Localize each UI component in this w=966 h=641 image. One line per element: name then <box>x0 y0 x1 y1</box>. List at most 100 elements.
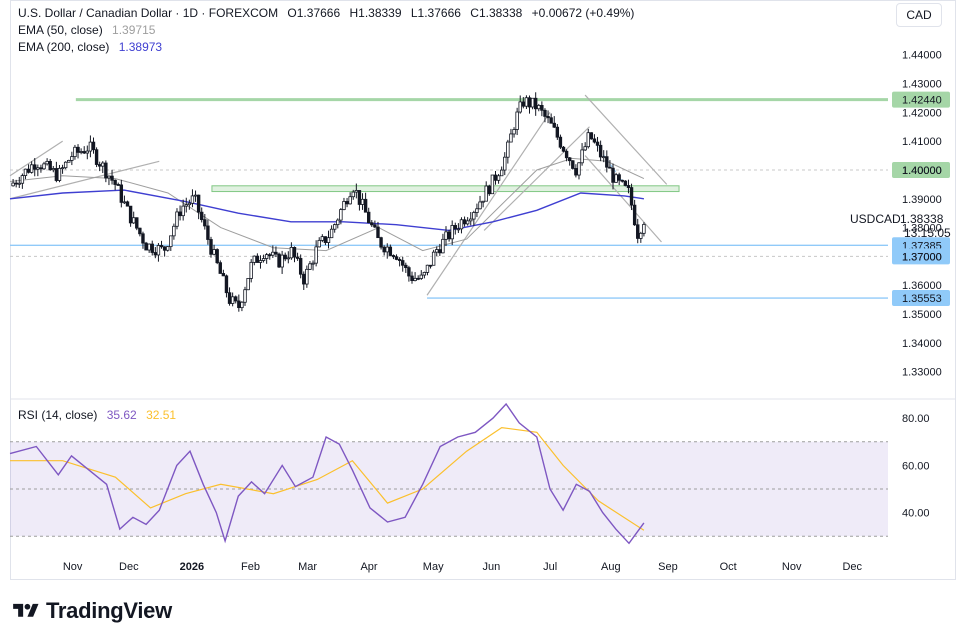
candle-body <box>166 246 170 251</box>
candle-body <box>218 262 222 274</box>
price-level-badge <box>892 248 950 265</box>
candle-body <box>113 179 117 185</box>
candle-body <box>172 225 176 237</box>
candle-body <box>305 268 309 285</box>
candle-body <box>88 141 93 152</box>
rsi-legend[interactable]: RSI (14, close) 35.62 32.51 <box>18 408 182 422</box>
candle-body <box>283 254 287 260</box>
candle-body <box>431 251 436 266</box>
bar-countdown: 13:15:05 <box>904 226 951 240</box>
candle-body <box>261 258 266 261</box>
candle-body <box>636 224 640 239</box>
candle-body <box>54 168 59 181</box>
candle-body <box>39 167 43 170</box>
candle-body <box>342 201 346 210</box>
candle-body <box>370 222 374 226</box>
candle-body <box>478 201 482 210</box>
time-tick-label: Mar <box>298 561 317 573</box>
candle-body <box>376 226 380 239</box>
candle-body <box>484 185 488 202</box>
candle-body <box>459 219 464 230</box>
candle-body <box>438 249 442 254</box>
price-level-label: 1.40000 <box>902 165 942 177</box>
candle-body <box>125 201 130 207</box>
candle-body <box>237 300 241 309</box>
candle-body <box>537 105 541 110</box>
candle-body <box>595 141 600 146</box>
candle-body <box>295 256 300 259</box>
candle-body <box>82 151 86 154</box>
price-tick-label: 1.38000 <box>902 223 942 235</box>
candle-body <box>138 227 142 235</box>
candle-body <box>48 160 52 171</box>
candle-body <box>329 228 334 239</box>
time-tick-label: Dec <box>842 561 862 573</box>
candle-body <box>131 217 136 224</box>
candle-body <box>515 111 519 130</box>
candle-body <box>255 255 260 263</box>
candle-body <box>465 220 470 225</box>
candle-body <box>632 204 637 226</box>
candle-body <box>153 252 158 256</box>
candle-body <box>577 162 581 176</box>
time-tick-label: Jul <box>543 561 557 573</box>
currency-button[interactable]: CAD <box>896 3 942 27</box>
change-value: +0.00672 (+0.49%) <box>531 6 635 20</box>
candle-body <box>264 254 269 259</box>
candle-body <box>110 175 114 181</box>
rsi-ma-value: 32.51 <box>146 408 177 422</box>
candle-body <box>135 217 139 229</box>
price-tick-label: 1.35000 <box>902 309 942 321</box>
ema50-value: 1.39715 <box>112 23 156 37</box>
low-value: L1.37666 <box>410 6 461 20</box>
candle-body <box>79 151 83 153</box>
candle-body <box>360 198 365 205</box>
candle-body <box>175 211 179 227</box>
candle-body <box>357 190 362 205</box>
tradingview-logo[interactable]: TradingView <box>12 598 172 624</box>
candle-body <box>147 243 151 251</box>
ema200-legend[interactable]: EMA (200, close) 1.38973 <box>18 40 168 54</box>
candle-body <box>506 141 510 158</box>
candle-body <box>527 97 532 108</box>
candle-body <box>29 164 34 173</box>
trendline <box>483 126 590 231</box>
candle-body <box>70 156 74 161</box>
price-tick-label: 1.40000 <box>902 165 942 177</box>
candle-body <box>540 105 544 111</box>
candle-body <box>196 194 201 213</box>
candle-body <box>332 224 337 230</box>
candle-body <box>453 225 457 230</box>
symbol-title: U.S. Dollar / Canadian Dollar · 1D · FOR… <box>18 6 279 20</box>
candle-body <box>26 168 31 173</box>
candle-body <box>33 164 37 170</box>
candle-body <box>385 246 389 253</box>
candles-layer <box>11 92 646 312</box>
candle-body <box>422 272 427 276</box>
candle-body <box>363 198 368 213</box>
price-tick-label: 1.42000 <box>902 107 942 119</box>
resistance-zone <box>211 185 680 193</box>
candle-body <box>85 150 90 154</box>
candle-body <box>302 273 306 285</box>
candle-body <box>339 209 343 221</box>
ema50-legend[interactable]: EMA (50, close) 1.39715 <box>18 23 161 37</box>
chart-frame[interactable] <box>10 0 956 580</box>
price-tick-label: 1.37000 <box>902 251 942 263</box>
candle-body <box>530 97 535 108</box>
brand-name: TradingView <box>46 598 172 623</box>
time-tick-label: 2026 <box>180 561 204 573</box>
candle-body <box>499 169 504 177</box>
trendlines-layer <box>9 94 668 296</box>
rsi-value: 35.62 <box>106 408 137 422</box>
candle-body <box>336 219 340 226</box>
candle-body <box>215 249 219 264</box>
candle-body <box>76 146 80 153</box>
candle-body <box>209 239 213 255</box>
candle-body <box>271 251 275 256</box>
candle-body <box>401 260 405 266</box>
candle-body <box>311 262 315 265</box>
candle-body <box>162 246 167 251</box>
candle-body <box>249 261 253 279</box>
